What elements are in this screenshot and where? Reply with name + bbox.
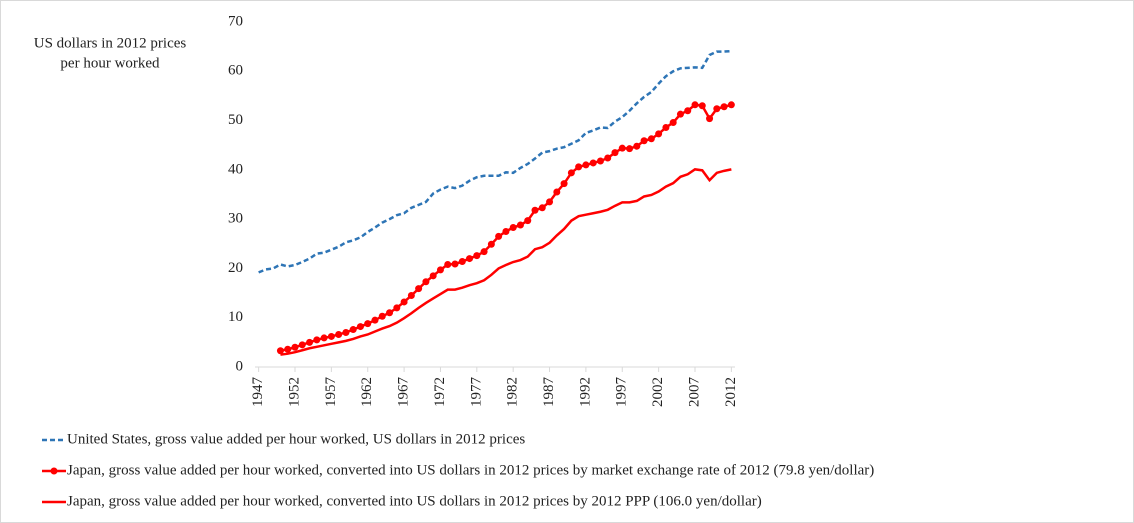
series-marker [458, 258, 466, 266]
x-tick-label: 1977 [468, 377, 484, 408]
series-marker [567, 169, 575, 177]
series-marker [727, 101, 735, 109]
x-tick-label: 1952 [286, 377, 302, 407]
series-marker [371, 316, 379, 324]
series-marker [626, 145, 634, 153]
y-tick-label: 20 [228, 260, 243, 276]
series-marker [560, 180, 568, 188]
series-marker [516, 221, 524, 229]
series-marker [669, 119, 677, 127]
y-tick-label: 40 [228, 161, 243, 177]
series-marker [546, 198, 554, 206]
series-marker [524, 217, 532, 225]
series-marker [407, 292, 415, 300]
series-marker [466, 255, 474, 263]
series-marker [618, 144, 626, 152]
series-marker [647, 135, 655, 143]
legend-label: Japan, gross value added per hour worked… [67, 493, 762, 509]
legend-label: Japan, gross value added per hour worked… [67, 462, 874, 478]
series-marker [356, 323, 364, 331]
series-marker [553, 188, 561, 196]
series-marker [662, 123, 670, 131]
x-tick-label: 2002 [650, 377, 666, 407]
series-marker [713, 105, 721, 113]
series-marker [538, 204, 546, 212]
legend-marker [50, 467, 58, 475]
x-tick-label: 1957 [323, 377, 339, 408]
series-marker [306, 338, 314, 346]
x-tick-label: 1962 [359, 377, 375, 407]
series-marker [313, 336, 321, 344]
series-marker [575, 163, 583, 171]
series-marker [422, 278, 430, 286]
series-marker [364, 320, 372, 328]
x-tick-label: 1947 [250, 377, 266, 408]
series-marker [691, 101, 699, 109]
series-marker [335, 330, 343, 338]
series-marker [342, 329, 350, 336]
series-marker [611, 149, 619, 157]
series-marker [386, 309, 394, 317]
series-marker [495, 232, 503, 240]
x-tick-label: 1987 [541, 377, 557, 408]
y-tick-label: 0 [236, 358, 244, 374]
series-marker [429, 272, 437, 280]
series-marker [480, 248, 488, 256]
series-marker [327, 332, 335, 340]
series-marker [640, 137, 648, 145]
y-tick-label: 30 [228, 211, 243, 227]
series-marker [436, 266, 444, 274]
series-marker [633, 142, 641, 150]
series-marker [706, 115, 714, 123]
x-tick-label: 2012 [723, 377, 739, 407]
y-tick-label: 10 [228, 309, 243, 325]
legend-label: United States, gross value added per hou… [67, 431, 525, 447]
series-marker [320, 334, 328, 342]
y-tick-label: 50 [228, 112, 243, 128]
x-tick-label: 1997 [614, 377, 630, 408]
series-marker [291, 343, 299, 351]
series-marker [444, 260, 452, 268]
series-marker [451, 260, 459, 268]
series-marker [531, 206, 539, 214]
x-tick-label: 1967 [396, 377, 412, 408]
series-marker [349, 326, 357, 334]
series-marker [415, 285, 423, 293]
x-tick-label: 1972 [432, 377, 448, 407]
series-marker [655, 130, 663, 138]
series-marker [487, 240, 495, 248]
series-marker [502, 227, 510, 235]
series-marker [698, 102, 706, 110]
series-line [258, 49, 732, 274]
series-line [280, 168, 732, 356]
series-marker [509, 224, 517, 232]
series-marker [676, 110, 684, 118]
series-marker [604, 154, 612, 162]
series-marker [582, 161, 590, 169]
y-tick-label: 60 [228, 63, 243, 79]
series-marker [473, 252, 481, 260]
series-marker [720, 103, 728, 111]
x-tick-label: 2007 [686, 377, 702, 408]
y-axis-label: US dollars in 2012 prices [34, 35, 187, 51]
series-marker [393, 304, 401, 312]
series-marker [298, 341, 306, 349]
y-axis-label: per hour worked [60, 55, 160, 71]
x-tick-label: 1992 [577, 377, 593, 407]
series-marker [378, 312, 386, 320]
y-tick-label: 70 [228, 13, 243, 29]
x-tick-label: 1982 [505, 377, 521, 407]
series-marker [276, 347, 284, 355]
series-marker [596, 157, 604, 165]
series-marker [589, 159, 597, 167]
series-marker [400, 298, 408, 306]
series-marker [684, 107, 692, 115]
series-marker [284, 345, 292, 353]
